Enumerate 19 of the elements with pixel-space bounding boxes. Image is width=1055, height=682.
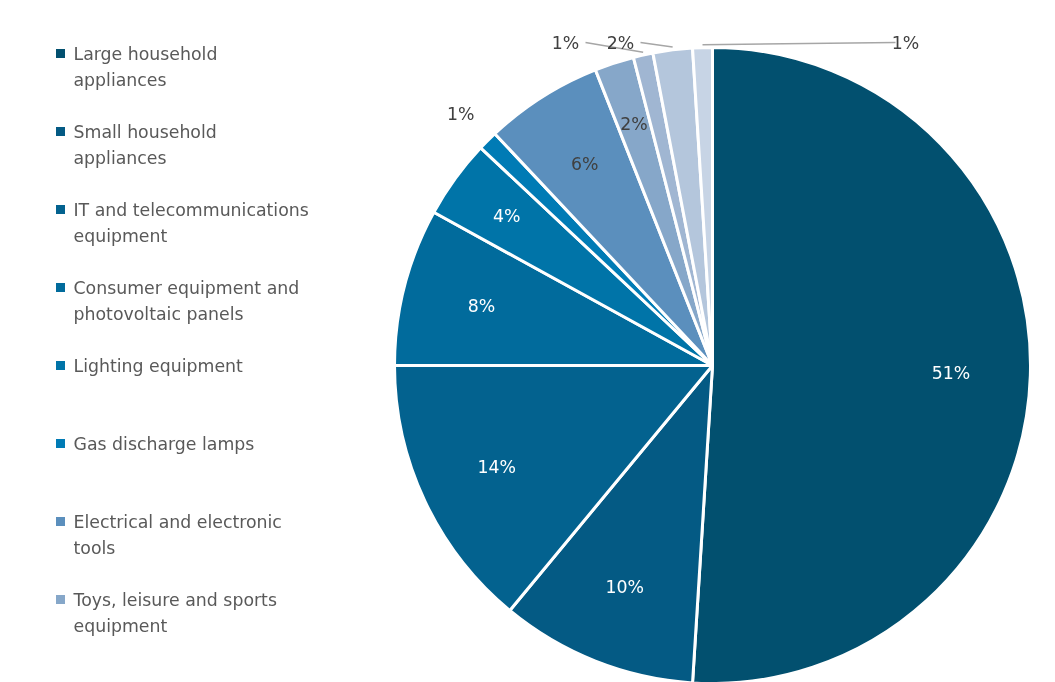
- data-label: 6%: [570, 154, 599, 175]
- data-label: 8%: [467, 296, 496, 317]
- legend-label: Toys, leisure and sports equipment: [72, 589, 277, 636]
- data-label: 4%: [492, 205, 521, 226]
- data-label: 1%: [551, 32, 580, 53]
- legend-label: IT and telecommunications equipment: [73, 199, 309, 246]
- legend-label: Lighting equipment: [73, 355, 244, 376]
- legend-label: Large household appliances: [73, 43, 218, 90]
- legend-label: Small household appliances: [73, 121, 217, 168]
- legend-label: Gas discharge lamps: [73, 433, 255, 454]
- data-label: 1%: [891, 32, 920, 53]
- legend-label: Consumer equipment and photovoltaic panels: [73, 277, 300, 324]
- legend-label: Electrical and electronic tools: [73, 511, 282, 558]
- data-label: 51%: [931, 362, 971, 383]
- data-label: 2%: [606, 32, 635, 53]
- data-label: 2%: [620, 113, 648, 134]
- data-label: 14%: [477, 457, 516, 478]
- data-label: 1%: [446, 103, 475, 124]
- data-label: 10%: [605, 577, 644, 598]
